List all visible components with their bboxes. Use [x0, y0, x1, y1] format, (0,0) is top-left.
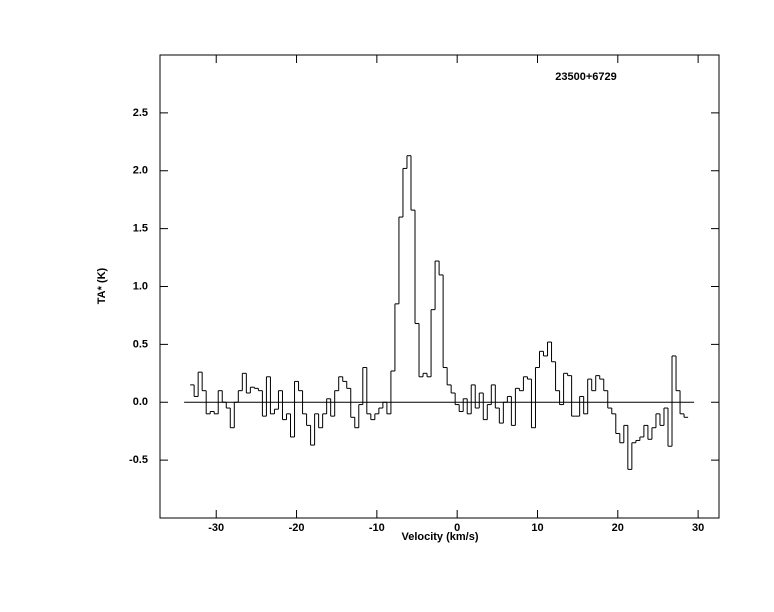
y-tick-label: 2.5 [133, 107, 148, 119]
y-tick-label: 1.5 [133, 223, 148, 235]
y-tick-label: 0.0 [133, 396, 148, 408]
step-risers [193, 155, 685, 470]
y-axis-label: TA* (K) [96, 267, 108, 304]
x-tick-label: 30 [692, 522, 704, 534]
y-tick-label: 1.0 [133, 280, 148, 292]
y-tick-label: 2.0 [133, 165, 148, 177]
y-tick-label: -0.5 [129, 454, 148, 466]
x-tick-label: -20 [289, 522, 305, 534]
x-tick-label: 0 [454, 522, 460, 534]
x-tick-label: 20 [612, 522, 624, 534]
plot-frame [159, 54, 720, 519]
x-tick-label: -30 [208, 522, 224, 534]
y-tick-label: 0.5 [133, 338, 148, 350]
x-tick-label: -10 [369, 522, 385, 534]
x-axis-label: Velocity (km/s) [401, 531, 478, 543]
annotation: 23500+6729 [555, 71, 616, 83]
x-tick-label: 10 [531, 522, 543, 534]
